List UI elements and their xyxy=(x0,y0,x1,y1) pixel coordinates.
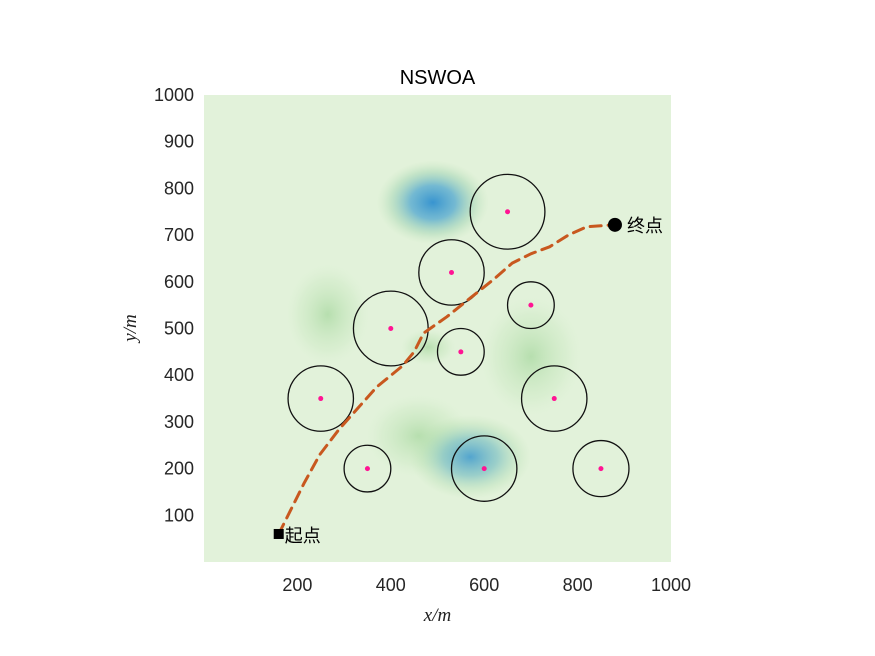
obstacle-circle xyxy=(520,365,588,432)
terrain-blob xyxy=(479,295,583,418)
obstacle-circle xyxy=(572,439,630,498)
y-tick-label: 700 xyxy=(164,225,194,245)
obstacle-circle xyxy=(469,173,546,250)
obstacle-circle xyxy=(287,365,355,432)
obstacle-circle xyxy=(506,281,555,330)
obstacle-center xyxy=(458,349,464,355)
obstacle-center xyxy=(598,466,604,472)
y-tick-label: 600 xyxy=(164,272,194,292)
terrain-heatmap xyxy=(285,160,583,499)
x-axis-label: x/m xyxy=(423,605,451,626)
obstacle-center xyxy=(364,466,370,472)
obstacle-center xyxy=(505,209,511,215)
obstacle-circle xyxy=(343,444,392,493)
y-tick-label: 200 xyxy=(164,459,194,479)
obstacle-center xyxy=(481,466,487,472)
obstacle-center xyxy=(528,302,534,308)
y-tick-label: 500 xyxy=(164,319,194,339)
start-label: 起点 xyxy=(285,526,321,547)
terrain-blob xyxy=(409,414,531,499)
y-axis-ticks: 100 200 300 400 500 600 700 800 900 1000 xyxy=(154,85,194,525)
x-tick-label: 600 xyxy=(469,575,499,595)
path-line xyxy=(277,223,617,536)
x-tick-label: 800 xyxy=(563,575,593,595)
chart-title: NSWOA xyxy=(400,67,476,89)
obstacle-center xyxy=(551,396,557,402)
x-tick-label: 200 xyxy=(282,575,312,595)
obstacle-circle xyxy=(450,435,518,502)
obstacle-center xyxy=(449,269,455,275)
start-marker xyxy=(273,528,284,539)
y-tick-label: 300 xyxy=(164,412,194,432)
obstacle-center xyxy=(318,396,324,402)
end-marker xyxy=(607,217,622,232)
terrain-blob xyxy=(376,160,489,245)
obstacle-circle xyxy=(418,239,485,306)
y-tick-label: 900 xyxy=(164,132,194,152)
y-axis-label: y/m xyxy=(120,314,141,343)
plot-area xyxy=(204,95,671,562)
obstacle-circle xyxy=(436,327,485,376)
x-tick-label: 1000 xyxy=(651,575,691,595)
x-tick-label: 400 xyxy=(376,575,406,595)
obstacle-center xyxy=(388,326,394,331)
y-tick-label: 1000 xyxy=(154,85,194,105)
obstacles xyxy=(287,173,630,502)
x-axis-ticks: 200 400 600 800 1000 xyxy=(282,575,691,595)
terrain-blob xyxy=(285,263,370,366)
y-tick-label: 800 xyxy=(164,178,194,198)
y-tick-label: 100 xyxy=(164,505,194,525)
end-label: 终点 xyxy=(627,216,663,237)
y-tick-label: 400 xyxy=(164,365,194,385)
